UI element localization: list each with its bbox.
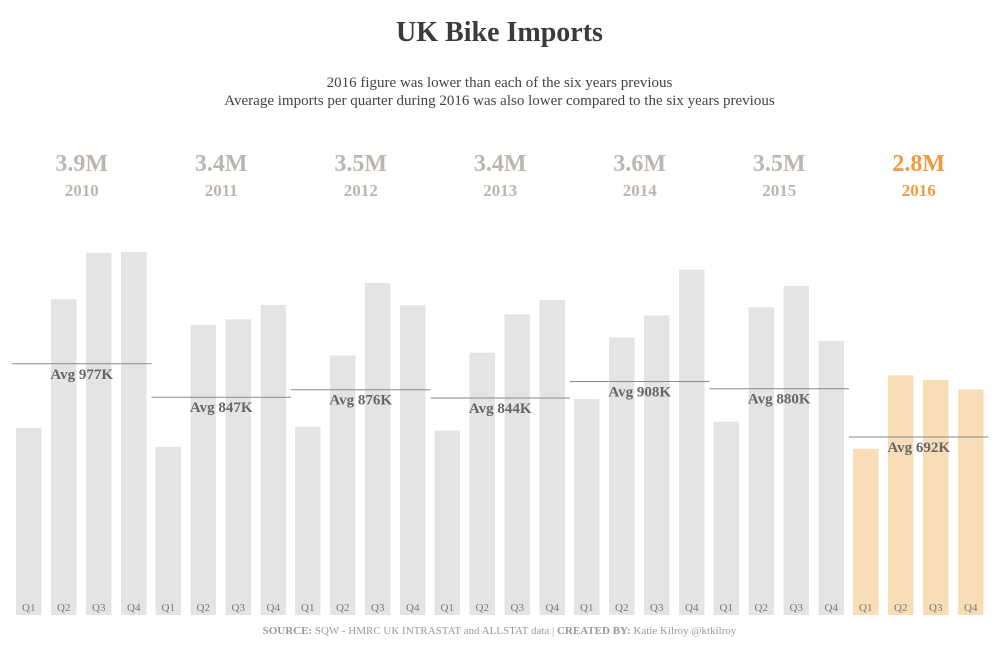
bar-2010-Q1 <box>16 427 42 615</box>
quarter-label-2016-Q2: Q2 <box>894 602 907 614</box>
quarter-label-2010-Q1: Q1 <box>22 602 35 614</box>
avg-label-2012: Avg 876K <box>329 393 392 409</box>
quarter-label-2012-Q1: Q1 <box>301 602 314 614</box>
bar-2010-Q4 <box>121 251 147 615</box>
quarter-label-2015-Q2: Q2 <box>755 602 768 614</box>
bar-2016-Q1 <box>853 448 879 615</box>
bar-2015-Q4 <box>818 340 844 615</box>
quarter-label-2015-Q3: Q3 <box>790 602 804 614</box>
bar-2015-Q3 <box>783 286 809 615</box>
year-total-label-2011: 3.4M <box>195 151 248 177</box>
bar-2011-Q4 <box>260 304 286 615</box>
avg-label-2010: Avg 977K <box>50 367 113 383</box>
year-label-2010: 2010 <box>65 181 99 200</box>
bar-2011-Q2 <box>190 324 216 615</box>
year-total-label-2012: 3.5M <box>334 151 387 177</box>
quarter-label-2013-Q4: Q4 <box>546 602 560 614</box>
year-total-label-2015: 3.5M <box>753 151 806 177</box>
quarter-label-2013-Q2: Q2 <box>476 602 489 614</box>
avg-label-2011: Avg 847K <box>190 400 253 416</box>
bar-2014-Q2 <box>609 337 635 615</box>
bar-2013-Q4 <box>539 300 565 615</box>
quarter-label-2011-Q4: Q4 <box>267 602 281 614</box>
bar-2012-Q4 <box>400 305 426 615</box>
footer-source-label: SOURCE: <box>262 625 313 637</box>
subtitle-line-1: 2016 figure was lower than each of the s… <box>326 75 673 91</box>
bar-2011-Q3 <box>225 319 251 615</box>
bar-2011-Q1 <box>155 446 181 615</box>
year-label-2013: 2013 <box>483 181 517 200</box>
quarter-label-2012-Q3: Q3 <box>371 602 385 614</box>
quarter-label-2012-Q2: Q2 <box>336 602 349 614</box>
bar-2016-Q3 <box>923 379 949 615</box>
footer-created-label: CREATED BY: <box>556 625 631 637</box>
avg-label-2013: Avg 844K <box>469 401 532 417</box>
quarter-label-2012-Q4: Q4 <box>406 602 420 614</box>
bar-2016-Q4 <box>958 389 984 615</box>
quarter-label-2016-Q3: Q3 <box>929 602 943 614</box>
bar-2016-Q2 <box>888 375 914 615</box>
quarter-label-2015-Q4: Q4 <box>825 602 839 614</box>
quarter-label-2011-Q3: Q3 <box>232 602 246 614</box>
quarter-label-2014-Q1: Q1 <box>580 602 593 614</box>
bar-2010-Q3 <box>86 252 112 615</box>
quarter-label-2014-Q3: Q3 <box>650 602 664 614</box>
bar-2014-Q4 <box>679 269 705 615</box>
footer-created-text: Katie Kilroy @ktkilroy <box>633 625 737 637</box>
quarter-label-2016-Q1: Q1 <box>859 602 872 614</box>
bar-2010-Q2 <box>51 299 77 615</box>
avg-label-2016: Avg 692K <box>887 440 950 456</box>
bar-2012-Q3 <box>365 283 391 615</box>
bar-2013-Q3 <box>504 314 530 615</box>
quarter-label-2011-Q2: Q2 <box>197 602 210 614</box>
quarter-label-2011-Q1: Q1 <box>162 602 175 614</box>
year-total-label-2010: 3.9M <box>55 151 108 177</box>
bar-2014-Q3 <box>644 315 670 615</box>
bar-2013-Q2 <box>469 352 495 615</box>
quarter-label-2014-Q4: Q4 <box>685 602 699 614</box>
quarter-label-2010-Q2: Q2 <box>57 602 70 614</box>
footer: SOURCE: SQW - HMRC UK INTRASTAT and ALLS… <box>0 625 999 637</box>
chart-title: UK Bike Imports <box>396 17 603 48</box>
year-label-2014: 2014 <box>623 181 658 200</box>
bar-2015-Q1 <box>713 421 739 615</box>
year-total-label-2013: 3.4M <box>474 151 527 177</box>
quarter-label-2016-Q4: Q4 <box>964 602 978 614</box>
subtitle-line-2: Average imports per quarter during 2016 … <box>224 93 775 109</box>
year-label-2016: 2016 <box>902 181 936 200</box>
year-total-label-2014: 3.6M <box>613 151 666 177</box>
bike-imports-chart: 3.9M 2010 Q1 Q2 Q3 Q4 Avg 977K 3.4M 2011 Q1 Q2 Q3 Q4… <box>12 151 989 615</box>
year-label-2011: 2011 <box>205 181 238 200</box>
bar-2015-Q2 <box>748 307 774 615</box>
avg-label-2014: Avg 908K <box>608 385 671 401</box>
avg-label-2015: Avg 880K <box>748 392 811 408</box>
bar-2012-Q2 <box>330 355 356 615</box>
year-label-2012: 2012 <box>344 181 378 200</box>
quarter-label-2014-Q2: Q2 <box>615 602 628 614</box>
bar-2012-Q1 <box>295 426 321 615</box>
footer-separator: | <box>552 625 555 637</box>
bar-2014-Q1 <box>574 399 600 615</box>
year-label-2015: 2015 <box>762 181 796 200</box>
bar-2013-Q1 <box>434 430 460 615</box>
quarter-label-2015-Q1: Q1 <box>720 602 733 614</box>
quarter-label-2010-Q3: Q3 <box>92 602 106 614</box>
quarter-label-2013-Q1: Q1 <box>441 602 454 614</box>
footer-source-text: SQW - HMRC UK INTRASTAT and ALLSTAT data <box>314 625 550 637</box>
year-total-label-2016: 2.8M <box>892 151 945 177</box>
quarter-label-2013-Q3: Q3 <box>511 602 525 614</box>
quarter-label-2010-Q4: Q4 <box>127 602 141 614</box>
